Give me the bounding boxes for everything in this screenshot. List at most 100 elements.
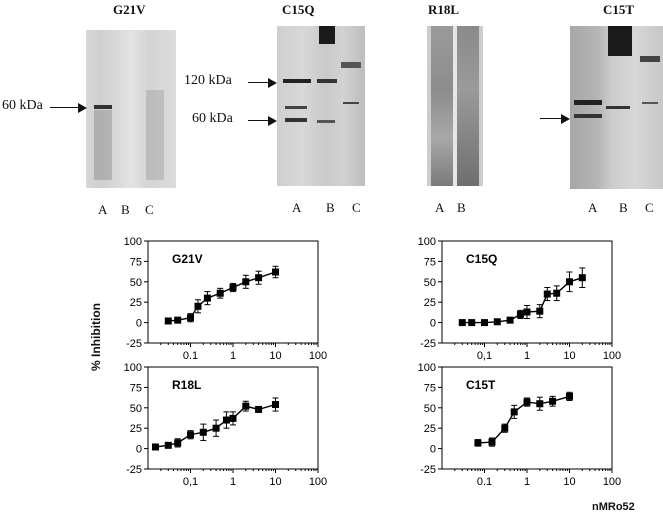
data-point (516, 310, 524, 318)
data-point (272, 268, 279, 276)
data-point (212, 424, 220, 432)
gel-image (427, 26, 483, 186)
data-point (164, 317, 172, 325)
chart-title: G21V (172, 252, 203, 266)
y-tick-label: 100 (124, 236, 142, 248)
chart-r18l: -25 0 25 50 75 100 0,1 1 10 100 R18L (124, 362, 328, 488)
gel-image (570, 26, 663, 189)
y-tick-label: 75 (130, 256, 142, 268)
band (317, 120, 335, 123)
data-point (174, 439, 182, 447)
band (285, 118, 307, 122)
band (574, 100, 602, 105)
blot-title: C15T (603, 2, 635, 17)
data-point (242, 402, 250, 410)
x-tick-label: 0.1 (477, 476, 492, 488)
x-tick-label: 1 (230, 476, 236, 488)
lane-label: B (457, 200, 466, 215)
y-axis-label: % Inhibition (89, 303, 103, 371)
y-tick-label: 25 (424, 297, 436, 309)
lane-label: A (292, 200, 302, 215)
x-tick-label: 1 (524, 476, 530, 488)
lane-label: B (121, 202, 130, 217)
x-axis-unit: nMRo52 (592, 501, 635, 513)
arrow-head (268, 78, 277, 88)
band (317, 79, 337, 83)
data-point (501, 424, 509, 432)
lane-label: A (435, 200, 445, 215)
blot-title: C15Q (282, 2, 315, 17)
data-point (488, 438, 496, 446)
lane-smear (146, 90, 164, 180)
data-point (164, 441, 172, 449)
lane-label: C (352, 200, 361, 215)
y-tick-label: 25 (424, 423, 436, 435)
gel-image (86, 30, 176, 188)
y-tick-label: -25 (420, 338, 436, 350)
band (343, 102, 359, 104)
y-tick-label: -25 (420, 464, 436, 476)
arrow-head (268, 116, 277, 126)
lane-label: C (145, 202, 154, 217)
data-point (536, 307, 544, 315)
lane-label: B (326, 200, 335, 215)
arrow-right-icon (50, 107, 80, 108)
data-point (203, 294, 211, 302)
series-line (168, 271, 276, 322)
data-point (566, 278, 573, 286)
x-tick-label: 10 (563, 476, 575, 488)
chart-title: C15Q (466, 252, 497, 266)
data-point (174, 316, 182, 324)
y-tick-label: 100 (418, 362, 436, 374)
x-tick-label: 10 (269, 350, 281, 361)
data-point (493, 318, 501, 326)
data-point (510, 408, 518, 416)
gap (453, 26, 457, 186)
marker-label-60kda: 60 kDa (192, 111, 233, 126)
x-tick-label: 0.1 (183, 350, 198, 361)
y-tick-label: 0 (136, 318, 142, 330)
x-tick-label: 1 (230, 350, 236, 361)
band (94, 105, 112, 109)
blot-title: R18L (428, 2, 460, 17)
band (283, 79, 311, 83)
x-tick-label: 10 (563, 350, 575, 361)
data-point (272, 401, 279, 409)
data-point (566, 392, 573, 400)
data-point (468, 319, 476, 327)
y-tick-label: 0 (430, 444, 436, 456)
x-tick-label: 100 (603, 350, 621, 361)
marker-label-120kda: 120 kDa (184, 73, 232, 88)
y-tick-label: 50 (424, 277, 436, 289)
marker-label-60kda: 60 kDa (2, 98, 43, 113)
data-point (229, 414, 237, 422)
data-point (187, 431, 194, 439)
data-point (553, 289, 561, 297)
data-point (187, 314, 194, 322)
chart-g21v: -25 0 25 50 75 100 0.1 1 10 100 G21V (124, 236, 328, 361)
arrow-right-icon (248, 120, 270, 121)
band (285, 106, 307, 109)
data-point (199, 428, 207, 436)
band (319, 26, 335, 44)
chart-c15q: -25 0 25 50 75 100 0,1 1 10 100 C15Q (418, 236, 622, 361)
data-point (229, 284, 237, 292)
data-point (578, 274, 586, 282)
lane-label: C (645, 200, 654, 215)
blot-title: G21V (113, 2, 146, 17)
data-point (255, 274, 263, 282)
band (574, 114, 602, 118)
y-tick-label: 50 (424, 403, 436, 415)
lane-label: A (98, 202, 108, 217)
data-point (194, 302, 202, 310)
lane-label: A (588, 200, 598, 215)
data-point (242, 278, 250, 286)
y-tick-label: 75 (424, 256, 436, 268)
chart-title: R18L (172, 378, 201, 392)
data-point (151, 443, 159, 451)
x-tick-label: 10 (269, 476, 281, 488)
chart-c15t: -25 0 25 50 75 100 0.1 1 10 100 C15T (418, 362, 622, 488)
y-tick-label: 100 (418, 236, 436, 248)
data-point (222, 416, 230, 424)
arrow-right-icon (248, 82, 270, 83)
